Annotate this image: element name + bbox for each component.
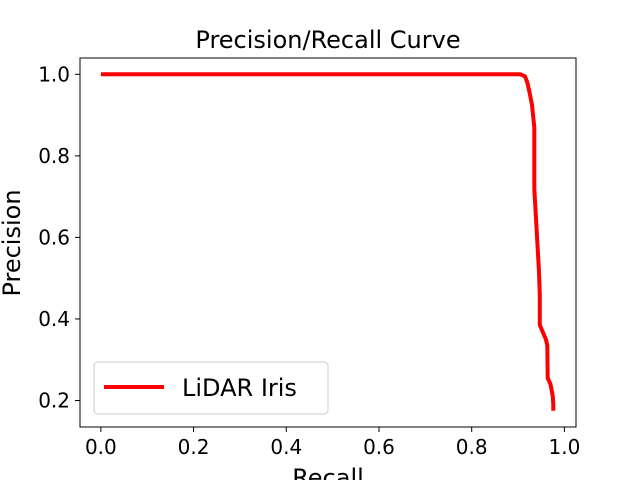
y-tick-label: 0.6 — [38, 225, 70, 249]
x-tick-label: 0.6 — [363, 435, 395, 459]
y-tick-label: 0.4 — [38, 307, 70, 331]
legend: LiDAR Iris — [93, 361, 329, 415]
x-tick-label: 0.2 — [178, 435, 210, 459]
legend-frame — [93, 361, 329, 415]
legend-label: LiDAR Iris — [182, 374, 297, 402]
axes-frame — [79, 57, 577, 428]
chart-title: Precision/Recall Curve — [195, 26, 460, 54]
series-line-lidar-iris — [100, 72, 556, 411]
y-tick-label: 0.2 — [38, 388, 70, 412]
plot-area — [100, 72, 556, 411]
x-tick-label: 1.0 — [549, 435, 581, 459]
x-tick-label: 0.4 — [270, 435, 302, 459]
x-axis-ticks: 0.0 0.2 0.4 0.6 0.8 1.0 — [85, 427, 580, 459]
x-axis-label: Recall — [292, 464, 364, 480]
x-tick-label: 0.0 — [85, 435, 117, 459]
y-axis-ticks: 0.2 0.4 0.6 0.8 1.0 — [38, 62, 80, 412]
y-tick-label: 0.8 — [38, 144, 70, 168]
y-axis-label: Precision — [0, 189, 26, 296]
x-tick-label: 0.8 — [456, 435, 488, 459]
y-tick-label: 1.0 — [38, 62, 70, 86]
